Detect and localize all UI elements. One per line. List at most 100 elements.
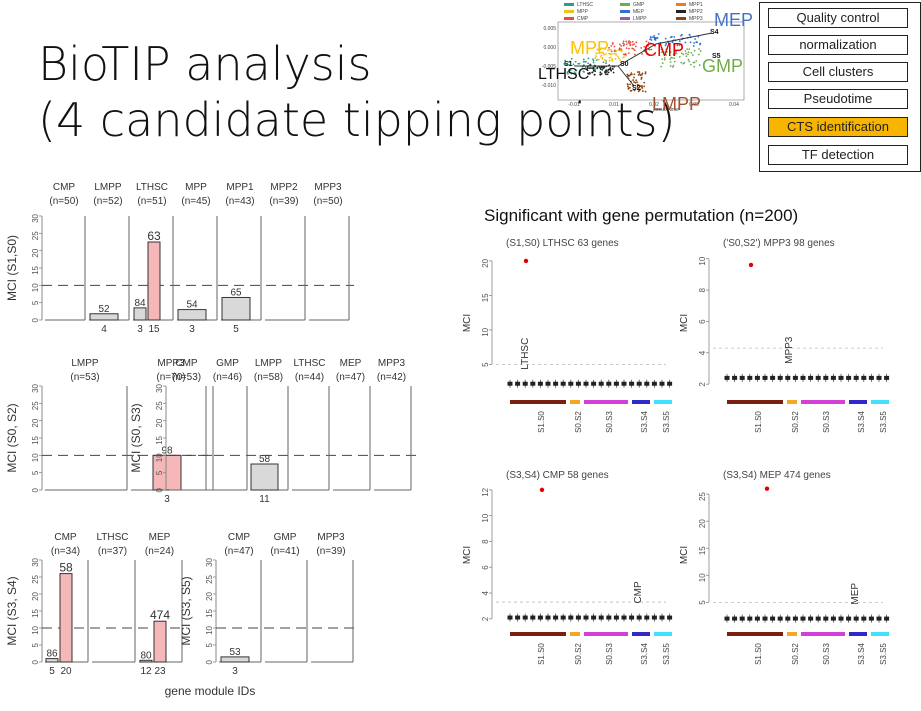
y-tick-label: 0 <box>155 487 164 492</box>
module-id-label: 5 <box>49 666 55 677</box>
module-id-label: 15 <box>148 324 160 335</box>
trajectory-point <box>609 48 612 51</box>
permutation-box <box>515 615 521 620</box>
module-id-label: 20 <box>60 666 72 677</box>
trajectory-point <box>631 44 634 46</box>
trajectory-point <box>625 43 628 46</box>
y-tick-label: 0 <box>31 487 40 492</box>
trajectory-point <box>568 64 571 67</box>
permutation-box <box>667 615 673 620</box>
group-count: (n=24) <box>145 546 174 557</box>
trajectory-point <box>630 89 633 92</box>
state-label: S1.S0 <box>754 643 763 665</box>
y-tick-label: 25 <box>205 574 214 583</box>
trajectory-point <box>653 38 656 41</box>
y-axis-label: MCI <box>462 314 473 332</box>
bar-value-label: 54 <box>186 300 198 311</box>
trajectory-point <box>697 35 700 38</box>
permutation-box <box>659 615 665 620</box>
step-cts-identification: CTS identification <box>768 117 908 137</box>
trajectory-point <box>614 52 617 55</box>
legend-label: LTHSC <box>577 2 593 8</box>
state-bar <box>510 400 566 404</box>
x-axis-label: gene module IDs <box>165 684 256 698</box>
trajectory-point <box>685 55 688 58</box>
trajectory-point <box>602 61 605 64</box>
trajectory-point <box>675 50 678 53</box>
observed-point <box>523 258 529 264</box>
permutation-box <box>667 381 673 386</box>
y-tick-label: 10 <box>698 256 707 265</box>
state-label: S3.S5 <box>662 643 671 665</box>
perm-panel-2: (S3,S4) CMP 58 genes 2 4 6 8 10 12 MCI S1.S0 S0.S… <box>462 470 673 665</box>
trajectory-point <box>591 67 594 70</box>
trajectory-point <box>694 38 697 40</box>
trajectory-point <box>595 55 597 58</box>
trajectory-point <box>647 44 649 47</box>
group-name: LTHSC <box>293 358 325 369</box>
perm-panel-3: (S3,S4) MEP 474 genes 5 10 15 20 25 MCI S1.S0 S0… <box>679 470 890 665</box>
trajectory-point <box>605 71 607 74</box>
y-tick-label: 25 <box>31 401 40 410</box>
group-count: (n=43) <box>225 196 254 207</box>
state-bar <box>570 632 580 636</box>
trajectory-point <box>698 64 701 66</box>
y-tick-label: 15 <box>481 293 490 302</box>
y-tick-label: 0 <box>205 659 214 664</box>
permutation-title: Significant with gene permutation (n=200… <box>484 206 799 225</box>
trajectory-point <box>627 87 630 90</box>
group-count: (n=53) <box>70 372 99 383</box>
trajectory-point <box>643 45 646 48</box>
y-tick-label: 2 <box>698 382 707 387</box>
state-label: S3.S4 <box>640 643 649 665</box>
trajectory-point <box>666 51 668 53</box>
trajectory-point <box>669 42 671 45</box>
permutation-box <box>606 615 612 620</box>
y-tick-label: 15 <box>31 608 40 617</box>
trajectory-point <box>600 51 602 54</box>
trajectory-point <box>594 70 597 73</box>
trajectory-point <box>688 48 691 51</box>
trajectory-point <box>643 81 646 84</box>
trajectory-point <box>669 51 672 53</box>
trajectory-point <box>693 42 696 44</box>
trajectory-point <box>622 44 625 47</box>
trajectory-point <box>567 72 569 75</box>
trajectory-point <box>671 41 674 44</box>
permutation-box <box>800 375 806 380</box>
y-tick-label: 25 <box>698 492 707 501</box>
module-id-label: 12 <box>140 666 152 677</box>
trajectory-point <box>613 45 616 48</box>
trajectory-point <box>596 58 599 61</box>
trajectory-branch <box>617 65 635 87</box>
trajectory-point <box>610 45 613 47</box>
trajectory-point <box>652 36 654 38</box>
trajectory-point <box>565 63 567 66</box>
group-count: (n=39) <box>316 546 345 557</box>
group-name: CMP <box>175 358 198 369</box>
trajectory-point <box>673 60 676 63</box>
overlay-label-lthsc: LTHSC <box>538 66 590 83</box>
step-quality-control: Quality control <box>768 8 908 28</box>
group-name: MPP2 <box>270 182 298 193</box>
permutation-box <box>568 615 574 620</box>
trajectory-point <box>605 62 607 65</box>
trajectory-point <box>577 62 580 65</box>
y-tick-label: 10 <box>205 625 214 634</box>
trajectory-point <box>572 63 575 66</box>
trajectory-point <box>649 42 652 45</box>
module-id-label: 3 <box>164 494 170 505</box>
trajectory-point <box>569 60 571 63</box>
y-tick-label: 15 <box>31 435 40 444</box>
group-name: CMP <box>54 532 77 543</box>
state-label: S3.S5 <box>879 411 888 433</box>
step-pseudotime: Pseudotime <box>768 89 908 109</box>
group-count: (n=58) <box>254 372 283 383</box>
legend-label: MPP2 <box>689 9 703 15</box>
group-name: MPP3 <box>317 532 345 543</box>
permutation-box <box>838 616 844 621</box>
y-tick-label: 30 <box>31 557 40 566</box>
y-tick-label: 2 <box>481 616 490 621</box>
trajectory-point <box>609 59 611 62</box>
trajectory-point <box>594 68 597 71</box>
